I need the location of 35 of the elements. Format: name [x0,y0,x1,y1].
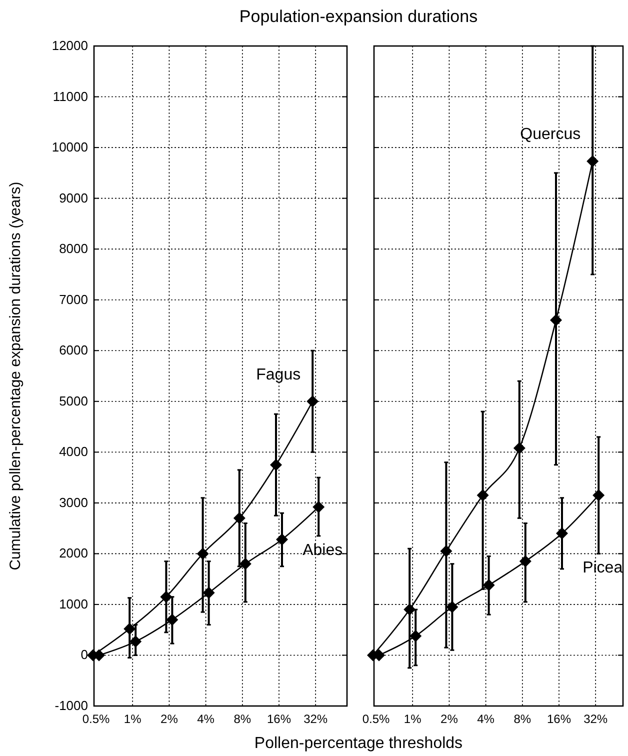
legend-label: Picea [582,560,623,577]
x-tick-label: 0.5% [82,712,110,726]
x-axis-title: Pollen-percentage thresholds [254,735,463,752]
y-tick-label: 7000 [59,292,88,307]
x-tick-label: 32% [304,712,328,726]
y-tick-label: 5000 [59,393,88,408]
x-tick-label: 16% [266,712,292,726]
series-label: Quercus [520,126,581,144]
x-tick-label: 16% [546,712,572,726]
x-tick-label: 8% [514,712,532,726]
y-tick-label: 0 [80,647,88,662]
x-tick-label: 0.5% [362,712,390,726]
x-tick-label: 8% [234,712,252,726]
x-tick-label: 4% [477,712,495,726]
x-tick-label: 32% [584,712,608,726]
y-tick-label: 8000 [59,241,88,256]
x-tick-label: 2% [440,712,458,726]
y-axis-title: Cumulative pollen-percentage expansion durations (years) [7,182,24,570]
chart-title: Population-expansion durations [239,7,478,26]
series-label: Fagus [256,366,301,384]
x-tick-label: 2% [160,712,178,726]
legend-label: Abies [302,542,343,559]
x-tick-label: 1% [404,712,422,726]
y-tick-label: 3000 [59,494,88,510]
y-tick-label: 4000 [59,444,88,460]
y-tick-label: 6000 [59,342,88,358]
x-tick-label: 4% [197,712,215,726]
y-tick-label: 10000 [52,140,88,155]
y-tick-label: 12000 [52,38,88,53]
y-tick-label: 11000 [52,88,88,104]
y-tick-label: 1000 [59,596,88,612]
y-tick-label: 9000 [59,190,88,206]
y-tick-label: -1000 [54,698,88,713]
y-tick-label: 2000 [59,546,88,561]
x-tick-label: 1% [124,712,142,726]
